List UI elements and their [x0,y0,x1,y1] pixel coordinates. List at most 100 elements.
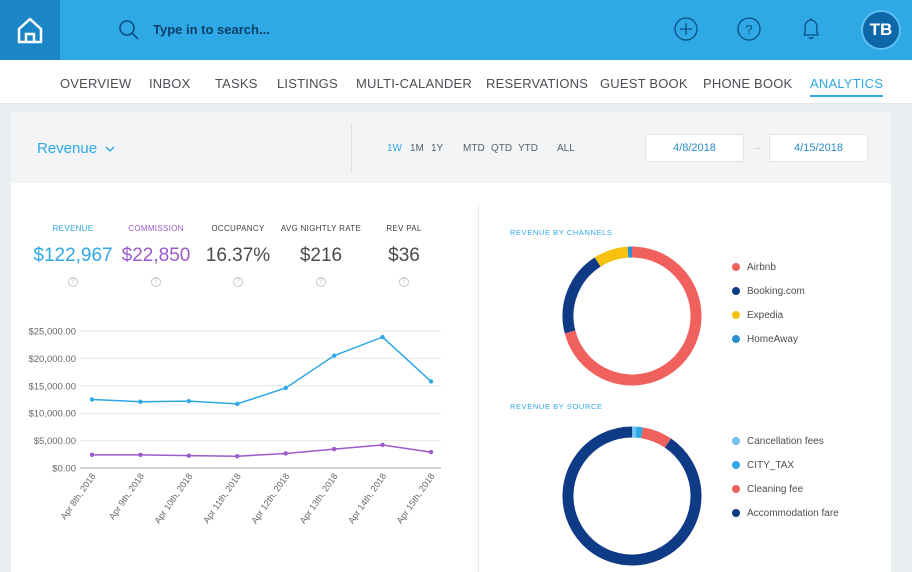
kpi-value: $22,850 [121,245,191,266]
nav-guest-book[interactable]: GUEST BOOK [600,76,688,91]
nav-overview[interactable]: OVERVIEW [60,76,132,91]
help-icon[interactable]: ? [316,277,326,287]
nav-multi-calander[interactable]: MULTI-CALANDER [356,76,472,91]
home-button[interactable] [0,0,60,60]
kpi-commission: COMMISSION $22,850 ? [115,224,197,287]
donut-slice[interactable] [594,246,629,267]
start-date-field[interactable]: 4/8/2018 [645,134,744,162]
metric-dropdown[interactable]: Revenue [37,140,115,157]
content-divider [478,206,479,572]
top-bar: Type in to search... ? TB [0,0,912,60]
legend-swatch [732,335,740,343]
donut-slice[interactable] [635,426,643,439]
kpi-value: $36 [388,245,420,266]
data-point[interactable] [380,334,385,340]
channels-title: REVENUE BY CHANNELS [510,228,613,237]
range-1w[interactable]: 1W [387,143,402,154]
data-point[interactable] [283,385,288,391]
donut-slice[interactable] [564,246,702,386]
x-tick-label: Apr 15th, 2018 [395,471,437,525]
end-date-field[interactable]: 4/15/2018 [769,134,868,162]
legend-item[interactable]: Booking.com [732,279,805,303]
y-tick-label: $25,000.00 [28,327,76,338]
legend-item[interactable]: Airbnb [732,255,805,279]
data-point[interactable] [186,398,192,404]
nav-listings[interactable]: LISTINGS [277,76,338,91]
legend-label: Airbnb [747,261,776,273]
legend-swatch [732,263,740,271]
kpi-value: $216 [299,245,343,266]
help-icon[interactable]: ? [399,277,409,287]
y-tick-label: $0.00 [52,464,76,475]
legend-swatch [732,437,740,445]
x-tick-label: Apr 14th, 2018 [346,471,388,525]
legend-label: Expedia [747,309,784,321]
kpi-label: REV PAL [386,224,422,233]
data-point[interactable] [331,446,337,452]
chevron-down-icon [105,146,115,152]
range-mtd[interactable]: MTD [463,143,485,154]
data-point[interactable] [428,449,434,455]
legend-item[interactable]: Expedia [732,303,805,327]
bell-icon[interactable] [798,16,824,42]
data-point[interactable] [235,401,240,407]
nav-tasks[interactable]: TASKS [215,76,258,91]
legend-item[interactable]: CITY_TAX [732,453,839,477]
source-donut-chart [562,426,702,566]
y-tick-label: $20,000.00 [28,354,76,365]
legend-label: Booking.com [747,285,805,297]
x-tick-label: Apr 11th, 2018 [201,471,243,525]
donut-slice[interactable] [562,426,702,566]
donut-slice[interactable] [562,257,601,334]
data-point[interactable] [186,453,192,458]
data-point[interactable] [380,442,385,448]
help-icon[interactable]: ? [233,277,243,287]
range-qtd[interactable]: QTD [491,143,513,154]
add-icon[interactable] [673,16,699,42]
data-point[interactable] [89,397,95,402]
help-icon[interactable]: ? [68,277,78,287]
data-point[interactable] [283,451,288,456]
kpi-label: COMMISSION [128,224,184,233]
data-point[interactable] [138,452,143,458]
nav-phone-book[interactable]: PHONE BOOK [703,76,793,91]
x-tick-label: Apr 9th, 2018 [107,471,146,521]
source-title: REVENUE BY SOURCE [510,402,603,411]
search-icon[interactable] [118,19,140,41]
nav-analytics[interactable]: ANALYTICS [810,76,884,97]
data-point[interactable] [138,399,143,404]
kpi-revenue: REVENUE $122,967 ? [31,224,115,287]
source-legend: Cancellation fees CITY_TAX Cleaning fee Acc… [732,429,839,525]
legend-swatch [732,311,740,319]
avatar[interactable]: TB [861,10,901,50]
range-all[interactable]: ALL [557,143,575,154]
help-icon[interactable]: ? [151,277,161,287]
legend-item[interactable]: Cancellation fees [732,429,839,453]
data-point[interactable] [331,353,337,358]
range-1m[interactable]: 1M [410,143,424,154]
help-icon[interactable]: ? [736,16,762,42]
channels-donut-chart [562,246,702,386]
series-line [91,336,432,405]
search-input[interactable]: Type in to search... [153,22,270,37]
series-line [92,444,432,457]
range-1y[interactable]: 1Y [431,143,444,154]
kpi-label: REVENUE [52,224,94,233]
range-ytd[interactable]: YTD [518,143,538,154]
legend-item[interactable]: HomeAway [732,327,805,351]
y-tick-label: $10,000.00 [28,409,76,420]
kpi-label: OCCUPANCY [211,224,265,233]
legend-swatch [732,485,740,493]
data-point[interactable] [235,454,240,459]
nav-inbox[interactable]: INBOX [149,76,191,91]
donut-slice[interactable] [640,427,672,448]
legend-label: Cancellation fees [747,435,824,447]
data-point[interactable] [428,379,434,384]
data-point[interactable] [89,452,95,458]
kpi-label: AVG NIGHTLY RATE [280,224,362,233]
legend-item[interactable]: Accommodation fare [732,501,839,525]
nav-reservations[interactable]: RESERVATIONS [486,76,589,91]
channels-legend: Airbnb Booking.com Expedia HomeAway [732,255,805,351]
legend-item[interactable]: Cleaning fee [732,477,839,501]
filter-bar: Revenue 1W 1M 1Y MTD QTD YTD ALL 4/8/201… [11,112,891,183]
